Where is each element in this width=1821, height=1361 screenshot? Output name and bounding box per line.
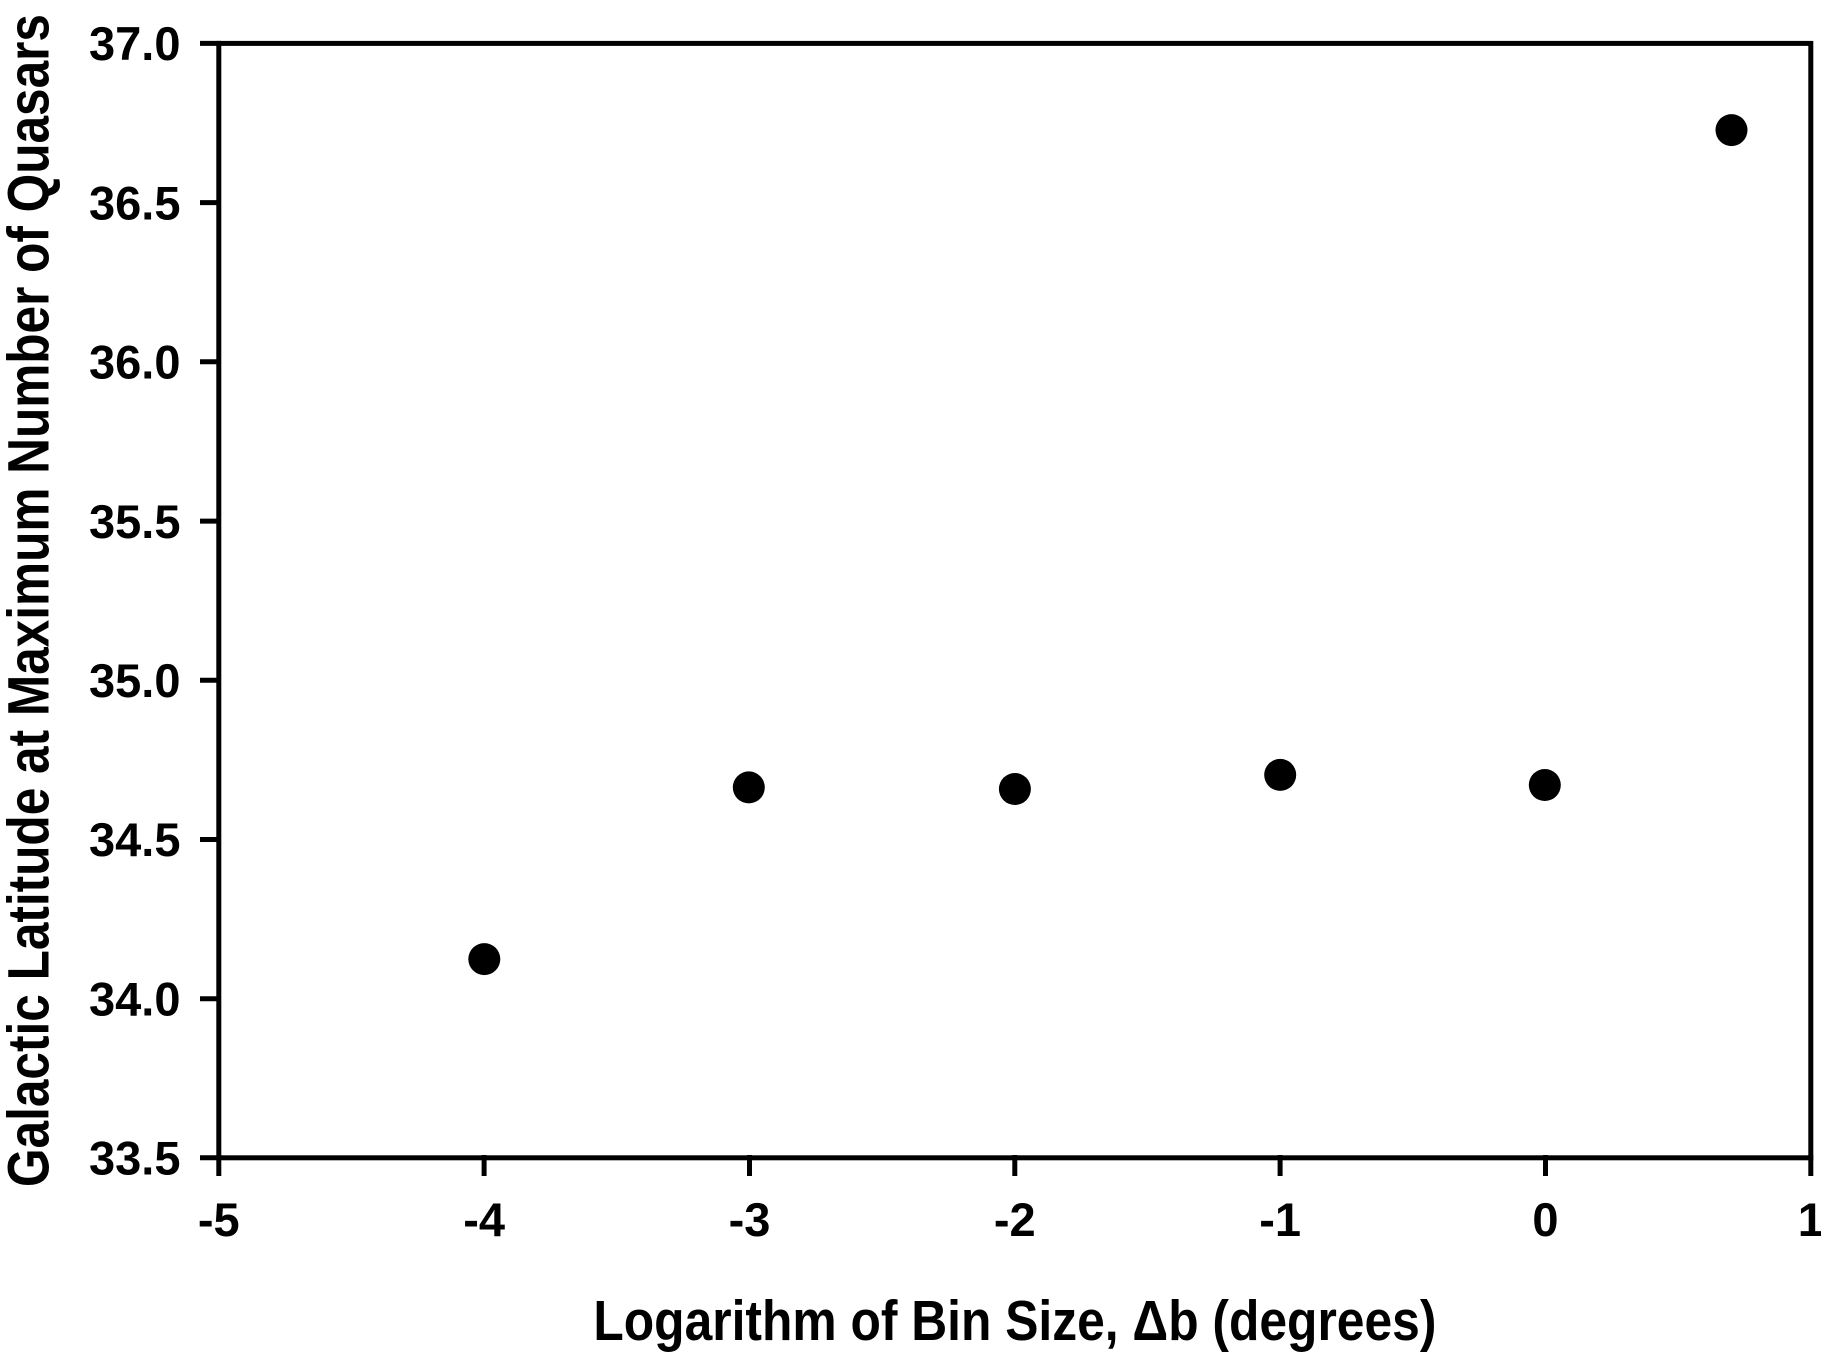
- svg-text:36.5: 36.5: [89, 176, 180, 229]
- svg-text:Logarithm of Bin Size, Δb (deg: Logarithm of Bin Size, Δb (degrees): [593, 1289, 1436, 1353]
- svg-text:-5: -5: [198, 1193, 240, 1246]
- svg-text:Galactic Latitude at Maximum N: Galactic Latitude at Maximum Number of Q…: [0, 14, 62, 1187]
- svg-text:34.0: 34.0: [89, 972, 180, 1025]
- svg-text:33.5: 33.5: [89, 1132, 180, 1185]
- svg-text:-4: -4: [463, 1193, 505, 1246]
- svg-text:1: 1: [1798, 1193, 1821, 1246]
- svg-text:35.0: 35.0: [89, 654, 180, 707]
- svg-text:35.5: 35.5: [89, 495, 180, 548]
- svg-text:0: 0: [1532, 1193, 1558, 1246]
- svg-text:-2: -2: [994, 1193, 1036, 1246]
- svg-text:34.5: 34.5: [89, 813, 180, 866]
- svg-text:-1: -1: [1259, 1193, 1301, 1246]
- svg-text:37.0: 37.0: [89, 17, 180, 70]
- svg-text:-3: -3: [729, 1193, 771, 1246]
- svg-text:36.0: 36.0: [89, 336, 180, 389]
